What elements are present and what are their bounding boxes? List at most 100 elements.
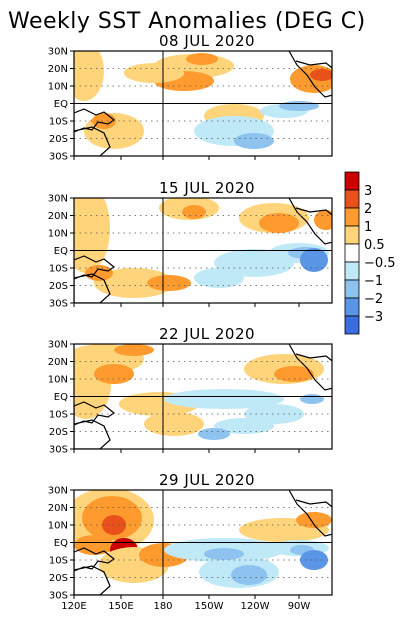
y-tick-label: 10S — [49, 117, 68, 128]
colorbar-swatch — [344, 315, 360, 335]
y-tick-label: 30S — [49, 152, 68, 163]
y-tick-label: 20N — [48, 503, 68, 514]
anomaly-region — [182, 205, 206, 219]
coastline-west — [74, 255, 116, 303]
x-tick-label: 180 — [153, 601, 172, 612]
y-tick-label: 30S — [49, 445, 68, 456]
colorbar-label: −2 — [364, 292, 383, 307]
panel-date: 29 JUL 2020 — [159, 471, 255, 489]
coastline-east — [288, 198, 332, 245]
coastline-west — [74, 108, 116, 156]
coastline-east — [288, 51, 332, 98]
y-tick-label: 10N — [48, 82, 68, 93]
panel-date: 08 JUL 2020 — [159, 32, 255, 50]
y-tick-label: 20N — [48, 357, 68, 368]
x-tick-label: 150E — [108, 601, 133, 612]
anomaly-region — [204, 548, 244, 560]
x-tick-label: 90W — [288, 601, 311, 612]
anomaly-region — [314, 210, 332, 230]
coastline-east — [288, 490, 332, 537]
colorbar-label: −1 — [364, 274, 383, 289]
y-tick-label: EQ — [54, 538, 68, 549]
y-tick-label: 10N — [48, 521, 68, 532]
colorbar-swatch — [344, 261, 360, 281]
colorbar-label: −0.5 — [364, 256, 396, 271]
colorbar-label: 2 — [364, 202, 372, 217]
anomaly-region — [259, 213, 299, 233]
anomaly-region — [144, 412, 204, 436]
x-tick-label: 150W — [195, 601, 224, 612]
sst-panel: 22 JUL 2020 30N 20N 10N EQ 10S 20S 30S — [48, 325, 333, 456]
colorbar-swatch — [344, 279, 360, 299]
y-tick-label: 30N — [48, 194, 68, 205]
anomaly-region — [300, 394, 324, 404]
anomaly-region — [214, 418, 274, 434]
anomaly-region — [164, 389, 284, 409]
panel-date: 22 JUL 2020 — [159, 325, 255, 343]
colorbar-label: 0.5 — [364, 238, 385, 253]
y-tick-label: 30S — [49, 591, 68, 602]
y-tick-label: 20N — [48, 211, 68, 222]
anomaly-region — [198, 428, 230, 440]
sst-panel: 08 JUL 2020 30N 20N 10N EQ 10S 20S 30S — [48, 32, 333, 163]
anomaly-region — [234, 133, 274, 149]
y-tick-label: 30S — [49, 299, 68, 310]
colorbar: 3 2 1 0.5 −0.5 −1 −2 −3 — [344, 171, 396, 335]
chart-title: Weekly SST Anomalies (DEG C) — [8, 9, 366, 34]
y-tick-label: EQ — [54, 99, 68, 110]
anomaly-region — [147, 275, 191, 291]
y-tick-label: EQ — [54, 246, 68, 257]
y-tick-label: 20N — [48, 64, 68, 75]
colorbar-swatch — [344, 243, 360, 263]
anomaly-region — [194, 268, 244, 288]
x-tick-label: 120W — [241, 601, 270, 612]
y-tick-label: 10S — [49, 556, 68, 567]
anomaly-region — [296, 512, 332, 528]
y-tick-label: EQ — [54, 392, 68, 403]
y-tick-label: 30N — [48, 340, 68, 351]
coastline-west — [74, 401, 116, 449]
anomaly-region — [94, 364, 134, 384]
anomaly-region — [274, 366, 314, 382]
anomaly-region — [300, 550, 328, 570]
colorbar-swatch — [344, 207, 360, 227]
y-tick-label: 10N — [48, 375, 68, 386]
anomaly-region — [124, 63, 184, 83]
anomaly-region — [74, 198, 110, 273]
x-tick-label: 120E — [61, 601, 86, 612]
y-tick-label: 20S — [49, 281, 68, 292]
colorbar-label: −3 — [364, 310, 383, 325]
y-tick-label: 10S — [49, 410, 68, 421]
colorbar-label: 1 — [364, 220, 372, 235]
anomaly-region — [186, 53, 218, 65]
colorbar-swatch — [344, 189, 360, 209]
y-tick-label: 30N — [48, 47, 68, 58]
anomaly-region — [114, 344, 154, 356]
coastline-east — [288, 344, 332, 391]
y-tick-label: 20S — [49, 573, 68, 584]
y-tick-label: 10N — [48, 229, 68, 240]
anomaly-region — [300, 248, 328, 272]
colorbar-label: 3 — [364, 184, 372, 199]
anomaly-region — [74, 535, 114, 555]
anomaly-region — [310, 69, 332, 81]
y-tick-label: 30N — [48, 486, 68, 497]
anomaly-region — [74, 51, 104, 101]
colorbar-swatch — [344, 171, 360, 191]
y-tick-label: 20S — [49, 134, 68, 145]
y-tick-label: 20S — [49, 427, 68, 438]
panel-date: 15 JUL 2020 — [159, 179, 255, 197]
anomaly-region — [74, 349, 111, 419]
anomaly-region — [279, 101, 319, 111]
anomaly-region — [85, 265, 113, 281]
y-tick-label: 10S — [49, 264, 68, 275]
colorbar-swatch — [344, 225, 360, 245]
colorbar-swatch — [344, 297, 360, 317]
coastline-west — [74, 547, 116, 595]
sst-panel: 15 JUL 2020 30N 20N 10N EQ 10S 20S 30S — [48, 179, 333, 310]
anomaly-region — [94, 268, 174, 298]
anomaly-region — [244, 404, 304, 424]
anomaly-region — [231, 565, 267, 585]
sst-panel: 29 JUL 2020 30N 20N 10N EQ 10S 20S 30S — [48, 471, 333, 602]
